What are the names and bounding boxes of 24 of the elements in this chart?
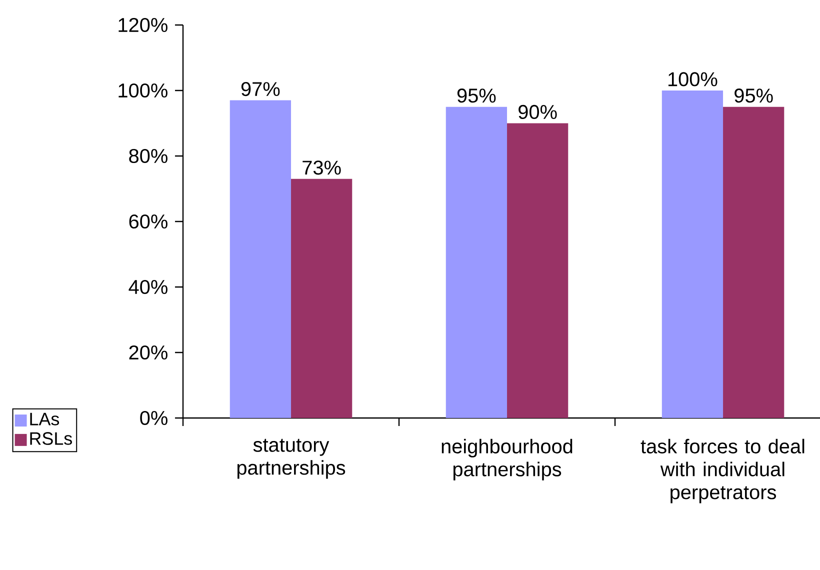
bar <box>230 100 292 418</box>
bar <box>723 106 784 418</box>
y-tick-label: 60% <box>129 214 168 229</box>
data-label: 100% <box>668 72 718 86</box>
bar <box>446 106 508 418</box>
legend-label: RSLs <box>30 432 72 445</box>
data-label: 97% <box>241 82 280 96</box>
bar <box>291 178 352 418</box>
data-label: 90% <box>518 104 557 120</box>
x-tick-label: neighbourhood partnerships <box>442 438 572 480</box>
y-tick-label: 20% <box>129 345 168 360</box>
x-tick-label: task forces to deal with individual perpetrators <box>640 438 804 504</box>
y-tick-label: 40% <box>128 280 168 294</box>
data-label: 95% <box>457 88 496 103</box>
y-tick-label: 120% <box>118 18 168 32</box>
x-tick-label: statutory partnerships <box>237 438 346 479</box>
y-tick-label: 100% <box>118 83 168 98</box>
data-label: 73% <box>302 160 341 175</box>
y-tick-label: 80% <box>129 148 168 164</box>
data-label: 95% <box>734 88 773 103</box>
legend-label: LAs <box>30 412 60 426</box>
y-tick-label: 0% <box>140 410 168 426</box>
bar <box>507 123 568 418</box>
bar <box>662 90 724 418</box>
